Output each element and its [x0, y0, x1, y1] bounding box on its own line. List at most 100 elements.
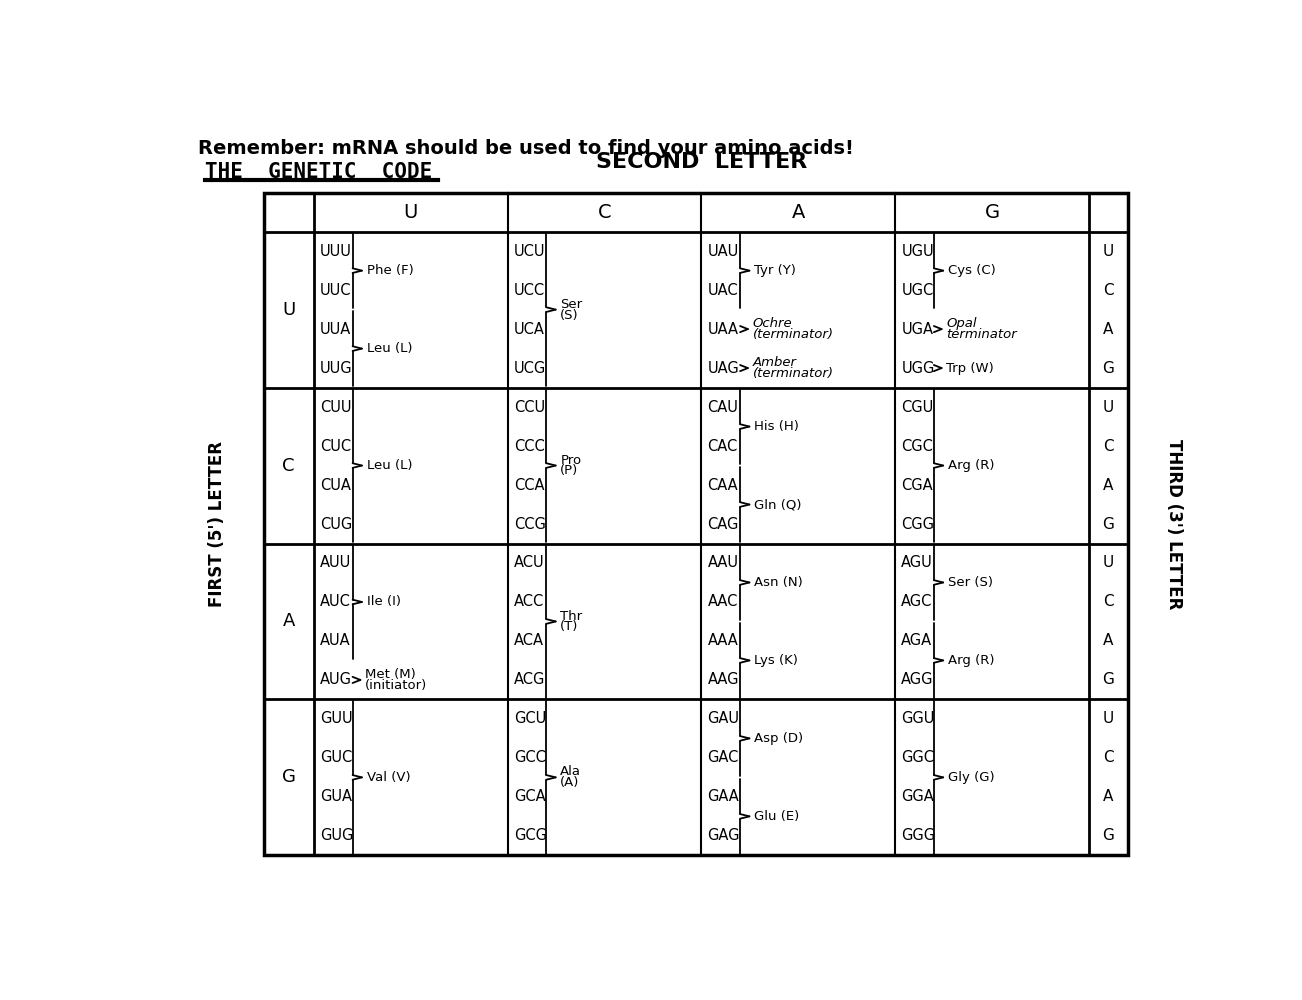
Text: U: U	[283, 301, 296, 319]
Text: C: C	[283, 457, 296, 475]
Text: UAC: UAC	[707, 283, 738, 298]
Text: UAA: UAA	[707, 322, 738, 337]
Text: U: U	[1103, 244, 1115, 259]
Text: GUC: GUC	[320, 750, 353, 765]
Text: GCA: GCA	[514, 789, 546, 804]
Text: UUA: UUA	[320, 322, 352, 337]
Text: CAC: CAC	[707, 439, 738, 454]
Text: Ala: Ala	[560, 765, 581, 778]
Text: (initiator): (initiator)	[365, 679, 427, 692]
Text: AAU: AAU	[707, 555, 738, 570]
Text: (A): (A)	[560, 776, 579, 789]
Text: CGG: CGG	[901, 517, 935, 532]
Text: AAC: AAC	[707, 594, 738, 609]
Text: GAC: GAC	[707, 750, 740, 765]
Text: CAG: CAG	[707, 517, 740, 532]
Text: GAA: GAA	[707, 789, 740, 804]
Text: G: G	[1103, 361, 1115, 376]
Text: Cys (C): Cys (C)	[948, 264, 996, 277]
Text: Val (V): Val (V)	[367, 771, 410, 784]
Text: CGA: CGA	[901, 478, 934, 493]
Text: Remember: mRNA should be used to find your amino acids!: Remember: mRNA should be used to find yo…	[198, 139, 854, 158]
Text: AGC: AGC	[901, 594, 932, 609]
Text: CCC: CCC	[514, 439, 544, 454]
Text: THE  GENETIC  CODE: THE GENETIC CODE	[206, 162, 432, 182]
Text: UAG: UAG	[707, 361, 740, 376]
Text: AUG: AUG	[320, 672, 352, 687]
Text: His (H): His (H)	[754, 420, 799, 433]
Text: A: A	[792, 203, 805, 222]
Text: A: A	[1103, 478, 1113, 493]
Text: GGC: GGC	[901, 750, 935, 765]
Text: GAU: GAU	[707, 711, 740, 726]
Text: GAG: GAG	[707, 828, 740, 843]
Text: CUA: CUA	[320, 478, 352, 493]
Text: GGG: GGG	[901, 828, 935, 843]
Text: C: C	[1103, 439, 1113, 454]
Text: GGU: GGU	[901, 711, 935, 726]
Text: (terminator): (terminator)	[753, 367, 833, 380]
Text: AGG: AGG	[901, 672, 934, 687]
Text: AUC: AUC	[320, 594, 352, 609]
Text: AAG: AAG	[707, 672, 740, 687]
Text: C: C	[598, 203, 612, 222]
Text: Opal: Opal	[947, 317, 976, 330]
Text: CGU: CGU	[901, 400, 934, 415]
Text: Gln (Q): Gln (Q)	[754, 498, 802, 511]
Text: Amber: Amber	[753, 356, 797, 369]
Text: UCC: UCC	[514, 283, 546, 298]
Text: C: C	[1103, 750, 1113, 765]
Text: A: A	[283, 612, 294, 630]
Text: Ile (I): Ile (I)	[367, 595, 401, 608]
Text: CAU: CAU	[707, 400, 738, 415]
Text: GCG: GCG	[514, 828, 547, 843]
Text: UCG: UCG	[514, 361, 546, 376]
Text: terminator: terminator	[947, 328, 1017, 341]
Text: Lys (K): Lys (K)	[754, 654, 798, 667]
Text: G: G	[984, 203, 1000, 222]
Text: AUU: AUU	[320, 555, 352, 570]
Text: Thr: Thr	[560, 610, 582, 623]
Text: GCC: GCC	[514, 750, 546, 765]
Text: Pro: Pro	[560, 454, 582, 467]
Text: U: U	[1103, 400, 1115, 415]
Text: Ser: Ser	[560, 298, 582, 311]
Text: CGC: CGC	[901, 439, 934, 454]
Text: UGG: UGG	[901, 361, 935, 376]
Text: Trp (W): Trp (W)	[947, 362, 993, 375]
Text: UGA: UGA	[901, 322, 934, 337]
Text: CCG: CCG	[514, 517, 546, 532]
Text: UCA: UCA	[514, 322, 544, 337]
Text: CCU: CCU	[514, 400, 546, 415]
Text: AGA: AGA	[901, 633, 932, 648]
Text: U: U	[404, 203, 418, 222]
Text: G: G	[1103, 828, 1115, 843]
Text: CUC: CUC	[320, 439, 352, 454]
Text: UGU: UGU	[901, 244, 934, 259]
Text: CUU: CUU	[320, 400, 352, 415]
Bar	[263, 193, 1128, 855]
Text: GUG: GUG	[320, 828, 353, 843]
Text: AGU: AGU	[901, 555, 934, 570]
Text: ACG: ACG	[514, 672, 546, 687]
Text: ACA: ACA	[514, 633, 544, 648]
Text: AUA: AUA	[320, 633, 350, 648]
Text: Gly (G): Gly (G)	[948, 771, 995, 784]
Text: U: U	[1103, 555, 1115, 570]
Text: C: C	[1103, 283, 1113, 298]
Text: C: C	[1103, 594, 1113, 609]
Text: AAA: AAA	[707, 633, 738, 648]
Text: UGC: UGC	[901, 283, 934, 298]
Text: GUA: GUA	[320, 789, 352, 804]
Text: Asp (D): Asp (D)	[754, 732, 803, 745]
Text: FIRST (5') LETTER: FIRST (5') LETTER	[208, 441, 227, 607]
Text: Arg (R): Arg (R)	[948, 654, 995, 667]
Text: Glu (E): Glu (E)	[754, 810, 799, 823]
Text: Arg (R): Arg (R)	[948, 459, 995, 472]
Text: (P): (P)	[560, 464, 578, 477]
Text: Leu (L): Leu (L)	[367, 342, 411, 355]
Text: CUG: CUG	[320, 517, 353, 532]
Text: A: A	[1103, 322, 1113, 337]
Text: Phe (F): Phe (F)	[367, 264, 413, 277]
Text: G: G	[281, 768, 296, 786]
